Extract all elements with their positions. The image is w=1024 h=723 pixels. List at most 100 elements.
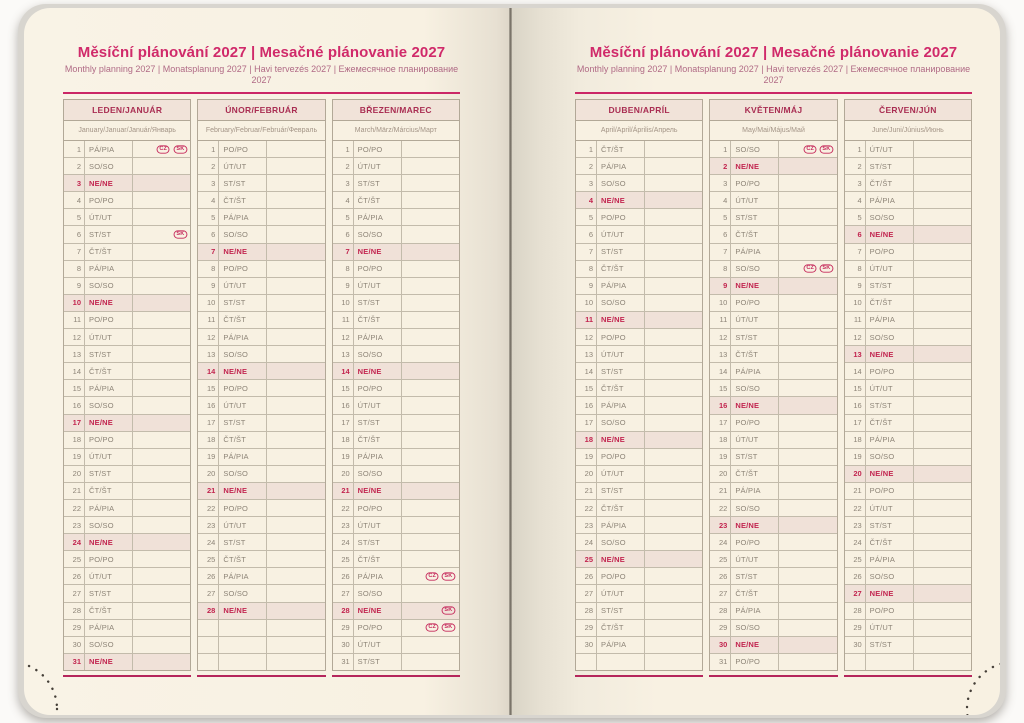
day-abbrev-cell: ÚT/UT <box>597 346 645 363</box>
day-row: 11 NE/NE <box>576 311 703 330</box>
day-abbrev-cell: NE/NE <box>85 534 133 551</box>
day-row: 15 SO/SO <box>710 380 837 398</box>
day-row: 1 ÚT/UT <box>844 141 971 159</box>
day-abbrev-cell: SO/SO <box>866 448 914 465</box>
day-number-cell: 24 <box>710 534 732 551</box>
day-row: 22 ČT/ŠT <box>576 499 703 518</box>
day-abbrev-cell: PÁ/PIA <box>597 158 645 175</box>
day-row: 17 PO/PO <box>710 414 837 432</box>
day-row: 12 PÁ/PIA <box>198 329 325 347</box>
day-row: 12 PO/PO <box>576 329 703 347</box>
day-row: 25 PÁ/PIA <box>844 551 971 569</box>
day-number-cell: 16 <box>710 397 732 414</box>
day-notes-cell <box>133 415 190 431</box>
month-name-header: LEDEN/JANUÁR <box>64 100 191 121</box>
day-row: 7 NE/NE <box>332 243 459 261</box>
day-abbrev-cell: PÁ/PIA <box>866 551 914 568</box>
day-number-cell: 20 <box>710 465 732 482</box>
day-notes-cell <box>645 620 702 636</box>
month-name-header: DUBEN/APRÍL <box>576 100 703 121</box>
day-notes-cell <box>779 551 836 567</box>
day-notes-cell <box>645 517 702 533</box>
day-notes-cell <box>914 278 971 294</box>
day-abbrev-cell: SO/SO <box>354 585 402 602</box>
day-row: 19 PÁ/PIA <box>332 448 459 466</box>
day-notes-cell <box>645 329 702 345</box>
holiday-badge-sk: SK <box>441 606 456 615</box>
day-abbrev-cell: PÁ/PIA <box>219 209 268 226</box>
day-row: 13 ÚT/UT <box>576 346 703 364</box>
day-abbrev-cell: SO/SO <box>354 465 402 482</box>
day-notes-cell <box>133 534 190 550</box>
day-abbrev-cell: ÚT/UT <box>85 448 133 465</box>
day-number-cell: 19 <box>198 448 220 465</box>
day-notes-cell: SK <box>402 603 459 619</box>
day-abbrev-cell: ČT/ŠT <box>731 346 780 363</box>
right-page: Měsíční plánování 2027 | Mesačné plánova… <box>511 8 1000 715</box>
day-row: 16 PÁ/PIA <box>576 397 703 415</box>
day-number-cell: 23 <box>710 517 732 534</box>
day-notes-cell <box>133 551 190 567</box>
day-row: 10 ČT/ŠT <box>844 294 971 312</box>
day-row: 19 ST/ST <box>710 448 837 466</box>
day-notes-cell <box>402 517 459 533</box>
day-number-cell: 23 <box>198 517 220 534</box>
day-notes-cell <box>267 551 324 567</box>
day-row: 15 ÚT/UT <box>844 380 971 398</box>
day-number-cell: 18 <box>845 431 866 448</box>
day-row: 28 PÁ/PIA <box>710 602 837 620</box>
day-abbrev-cell: ÚT/UT <box>219 397 268 414</box>
day-number-cell: 10 <box>333 294 354 311</box>
month-languages: June/Juni/Június/Июнь <box>844 121 971 141</box>
day-notes-cell <box>914 517 971 533</box>
day-abbrev-cell: ČT/ŠT <box>85 363 133 380</box>
month-block-may: KVĚTEN/MÁJ May/Mai/Május/Май 1 SO/SO CZ SK 2 NE… <box>709 99 838 677</box>
day-row: 7 ST/ST <box>576 243 703 261</box>
day-number-cell: 2 <box>333 158 354 175</box>
day-row: 29 SO/SO <box>710 619 837 637</box>
day-notes-cell <box>914 585 971 601</box>
day-abbrev-cell: PO/PO <box>219 141 268 158</box>
day-number-cell: 22 <box>845 499 866 517</box>
day-row: 11 PÁ/PIA <box>844 311 971 330</box>
day-abbrev-cell: NE/NE <box>354 363 402 380</box>
day-notes-cell <box>133 620 190 636</box>
day-row: 14 NE/NE <box>198 363 325 381</box>
day-row: 8 ÚT/UT <box>844 260 971 278</box>
day-row: 25 PO/PO <box>64 551 191 569</box>
day-notes-cell <box>267 603 324 619</box>
day-row: 2 PÁ/PIA <box>576 158 703 176</box>
day-row: 10 ST/ST <box>332 294 459 312</box>
day-row: 24 ST/ST <box>332 534 459 552</box>
day-notes-cell <box>267 346 324 362</box>
day-abbrev-cell: PÁ/PIA <box>597 636 645 653</box>
day-row: 22 SO/SO <box>710 499 837 518</box>
day-notes-cell <box>914 192 971 208</box>
day-notes-cell <box>914 261 971 277</box>
day-row: 19 PÁ/PIA <box>198 448 325 466</box>
day-abbrev-cell: NE/NE <box>866 465 914 482</box>
day-row: 29 PÁ/PIA <box>64 619 191 637</box>
day-row: 8 ČT/ŠT <box>576 260 703 278</box>
day-abbrev-cell: PO/PO <box>219 380 268 397</box>
day-notes-cell <box>267 466 324 482</box>
day-number-cell: 14 <box>576 363 597 380</box>
day-number-cell: 21 <box>64 482 85 499</box>
day-notes-cell <box>267 500 324 516</box>
day-notes-cell <box>779 637 836 653</box>
day-number-cell: 30 <box>64 636 85 653</box>
day-notes-cell <box>779 380 836 396</box>
day-notes-cell <box>779 244 836 260</box>
day-number-cell: 6 <box>576 226 597 243</box>
day-notes-cell <box>267 244 324 260</box>
day-row: 1 PÁ/PIA CZ SK <box>64 141 191 159</box>
day-abbrev-cell <box>219 636 268 653</box>
day-row: 15 PO/PO <box>198 380 325 398</box>
day-row: 17 ST/ST <box>332 414 459 432</box>
day-row: 25 NE/NE <box>576 551 703 569</box>
day-row: 20 ČT/ŠT <box>710 465 837 483</box>
day-notes-cell <box>133 192 190 208</box>
day-number-cell: 25 <box>333 551 354 568</box>
day-notes-cell <box>402 175 459 191</box>
day-abbrev-cell: ST/ST <box>866 517 914 534</box>
